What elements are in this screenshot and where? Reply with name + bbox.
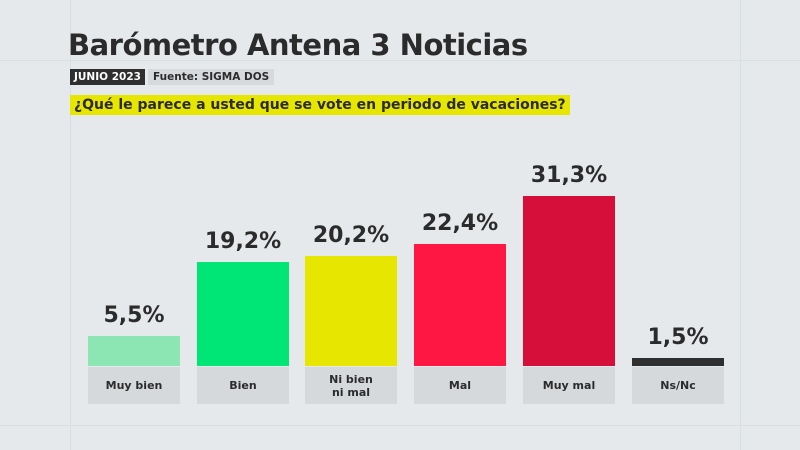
- data-label: 19,2%: [204, 228, 282, 254]
- grid-line: [740, 0, 741, 450]
- bar: [632, 357, 724, 366]
- data-label: 1,5%: [647, 324, 709, 350]
- category-label: Muy mal: [523, 367, 615, 404]
- survey-question: ¿Qué le parece a usted que se vote en pe…: [70, 95, 570, 115]
- bar: [523, 196, 615, 366]
- data-label: 31,3%: [530, 163, 608, 188]
- grid-line: [0, 60, 800, 61]
- grid-line: [0, 425, 800, 426]
- date-badge: JUNIO 2023: [70, 69, 145, 85]
- bar: [88, 336, 180, 366]
- data-label: 22,4%: [421, 211, 499, 237]
- source-label: Fuente: SIGMA DOS: [148, 69, 275, 85]
- category-label: Bien: [197, 367, 289, 404]
- data-label: 5,5%: [103, 303, 165, 329]
- data-label: 20,2%: [312, 223, 390, 249]
- bar: [197, 261, 289, 366]
- category-label: Ns/Nc: [632, 367, 724, 404]
- bar: [414, 244, 506, 366]
- chart-title: Barómetro Antena 3 Noticias: [68, 28, 528, 62]
- category-label: Mal: [414, 367, 506, 404]
- category-label: Muy bien: [88, 367, 180, 404]
- bar: [305, 256, 397, 366]
- category-label: Ni bien ni mal: [305, 367, 397, 404]
- grid-line: [70, 0, 71, 450]
